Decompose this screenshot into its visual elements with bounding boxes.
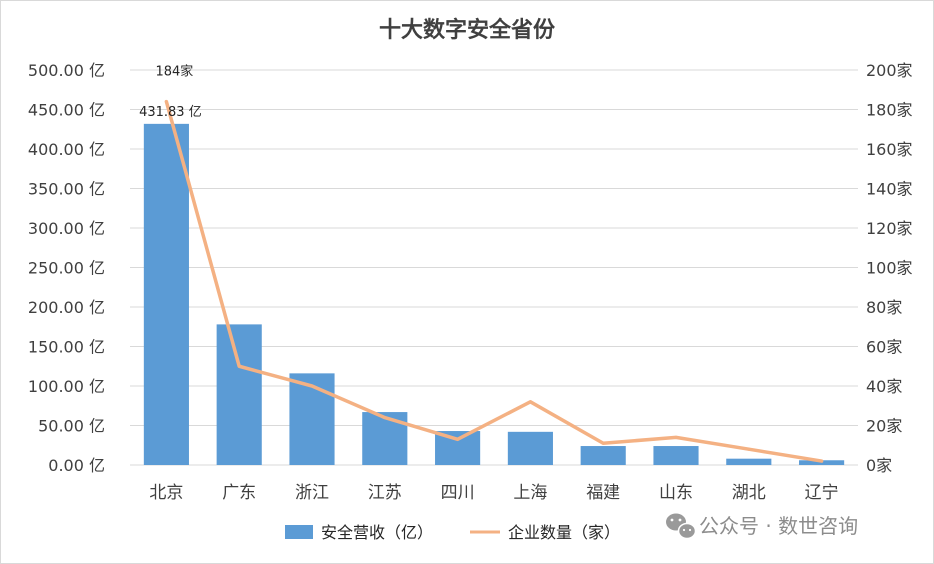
right-tick-label: 60家 [866,338,902,357]
bars-layer [143,123,845,465]
line-point-浙江 [310,384,314,388]
left-tick-label: 150.00 亿 [28,338,105,357]
category-label: 广东 [222,483,256,503]
bar-福建 [580,446,626,465]
left-tick-label: 500.00 亿 [28,61,105,80]
left-tick-label: 400.00 亿 [28,140,105,159]
left-tick-label: 450.00 亿 [28,101,105,120]
category-label: 四川 [441,483,475,503]
left-axis: 0.00 亿 50.00 亿 100.00 亿 150.00 亿 200.00 亿 250… [28,61,105,475]
category-label: 辽宁 [805,483,839,503]
category-axis: 北京 广东 浙江 江苏 四川 上海 福建 山东 湖北 辽宁 [149,483,838,503]
bar-江苏 [362,412,408,465]
line-layer [164,99,824,463]
line-point-广东 [237,364,241,368]
right-axis: 0家 20家 40家 60家 80家 100家 120家 140家 160家 180家 200家 [866,61,913,475]
bar-广东 [216,324,262,465]
category-label: 浙江 [295,483,329,503]
left-tick-label: 50.00 亿 [38,417,105,436]
category-label: 上海 [513,483,547,503]
line-point-山东 [674,435,678,439]
right-tick-label: 140家 [866,180,913,199]
right-tick-label: 20家 [866,417,902,436]
bar-浙江 [289,373,335,465]
right-tick-label: 100家 [866,259,913,278]
wechat-icon [666,513,697,540]
right-tick-label: 180家 [866,101,913,120]
line-series-companies [164,99,824,463]
bar-湖北 [726,458,772,465]
bar-山东 [653,446,699,465]
bar-上海 [507,431,553,465]
right-tick-label: 160家 [866,140,913,159]
category-label: 江苏 [368,483,402,503]
bar-北京 [143,123,189,465]
right-tick-label: 120家 [866,219,913,238]
line-point-江苏 [383,416,387,420]
left-tick-label: 100.00 亿 [28,377,105,396]
data-labels: 184家 431.83 亿 [139,64,202,120]
data-label-revenue: 431.83 亿 [139,105,202,120]
line-point-北京 [164,100,168,104]
bar-四川 [435,431,481,465]
left-tick-label: 350.00 亿 [28,180,105,199]
chart-title: 十大数字安全省份 [379,17,556,43]
line-point-四川 [456,437,460,441]
line-point-湖北 [747,447,751,451]
line-point-上海 [528,400,532,404]
right-tick-label: 0家 [866,456,892,475]
category-label: 湖北 [732,483,766,503]
data-label-companies: 184家 [155,64,193,80]
category-label: 山东 [659,483,693,503]
line-point-福建 [601,441,605,445]
legend-label-companies: 企业数量（家） [508,523,620,542]
watermark: 公众号 · 数世咨询 [666,513,858,540]
line-point-辽宁 [820,459,824,463]
left-tick-label: 200.00 亿 [28,298,105,317]
category-label: 福建 [586,483,620,503]
right-tick-label: 200家 [866,61,913,80]
watermark-text: 公众号 · 数世咨询 [699,514,858,538]
right-tick-label: 80家 [866,298,902,317]
legend-swatch-revenue [285,525,313,539]
left-tick-label: 250.00 亿 [28,259,105,278]
right-tick-label: 40家 [866,377,902,396]
category-label: 北京 [149,483,183,503]
left-tick-label: 300.00 亿 [28,219,105,238]
legend: 安全营收（亿） 企业数量（家） [285,523,620,542]
legend-label-revenue: 安全营收（亿） [321,523,433,542]
left-tick-label: 0.00 亿 [48,456,105,475]
